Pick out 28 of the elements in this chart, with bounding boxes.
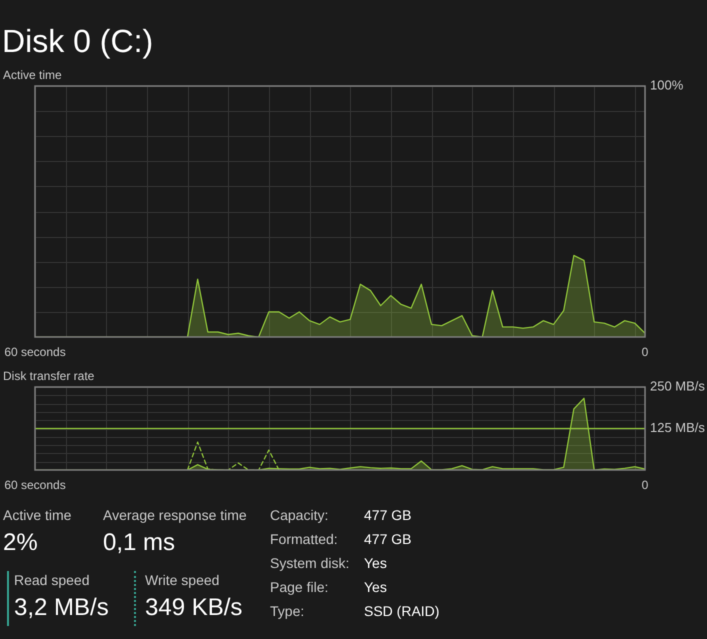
text: SSD (RAID) <box>364 603 440 619</box>
y-axis-title: Disk transfer rate <box>3 369 95 383</box>
text: 477 GB <box>364 507 412 523</box>
chart-title: Disk 0 (C:) <box>2 23 154 59</box>
text: Average response time <box>103 507 247 523</box>
x-tick-label: 60 seconds <box>4 345 66 359</box>
y-tick-label: 100% <box>650 78 684 93</box>
text: Type: <box>270 603 304 619</box>
text: 2% <box>3 529 38 557</box>
text: System disk: <box>270 555 350 571</box>
text: Page file: <box>270 579 328 595</box>
text: 477 GB <box>364 531 412 547</box>
y-tick-label: 125 MB/s <box>650 420 706 436</box>
text: Yes <box>364 579 387 595</box>
text: Formatted: <box>270 531 338 547</box>
text: Capacity: <box>270 507 328 523</box>
x-tick-label: 0 <box>642 345 649 359</box>
text: 0,1 ms <box>103 529 176 557</box>
y-axis-title: Active time <box>3 68 62 82</box>
text: Yes <box>364 555 387 571</box>
x-tick-label: 60 seconds <box>4 478 66 492</box>
text: 349 KB/s <box>145 594 242 622</box>
text: Read speed <box>14 572 90 588</box>
text: 3,2 MB/s <box>14 594 109 622</box>
x-tick-label: 0 <box>642 478 649 492</box>
text: Active time <box>3 507 72 523</box>
text: Write speed <box>145 572 220 588</box>
y-tick-label: 250 MB/s <box>650 378 706 394</box>
